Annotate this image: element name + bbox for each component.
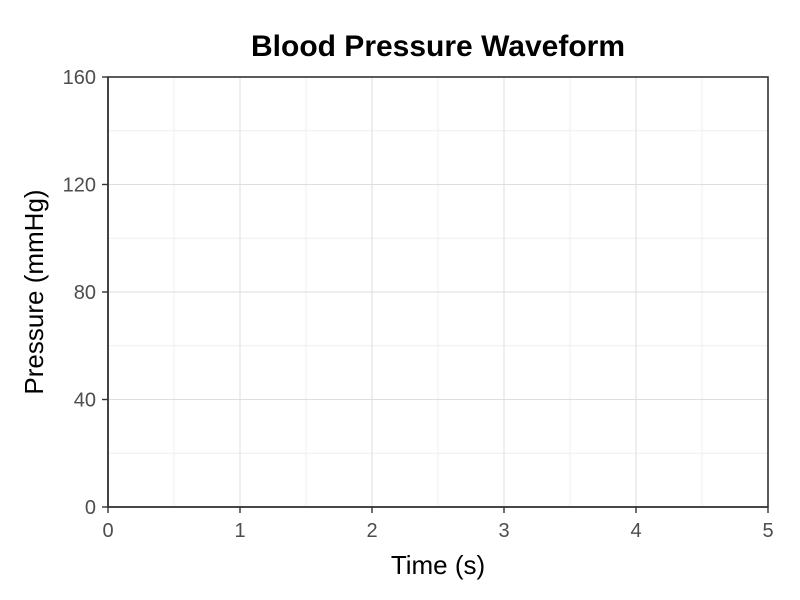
x-tick-label: 5 [762, 520, 773, 542]
y-tick-label: 120 [63, 175, 96, 197]
y-tick-label: 160 [63, 67, 96, 89]
y-tick-label: 0 [85, 497, 96, 519]
plot-panel [107, 76, 769, 508]
minor-grid [108, 77, 768, 507]
x-tick-label: 0 [102, 520, 113, 542]
y-axis-title: Pressure (mmHg) [19, 189, 49, 394]
x-tick-label: 1 [234, 520, 245, 542]
y-tick-label: 80 [74, 282, 96, 304]
x-axis-title: Time (s) [391, 550, 485, 580]
x-tick-label: 2 [366, 520, 377, 542]
y-axis: 0 40 80 120 160 [63, 67, 109, 519]
chart-title: Blood Pressure Waveform [251, 30, 625, 63]
x-tick-label: 3 [498, 520, 509, 542]
y-tick-label: 40 [74, 390, 96, 412]
x-axis: 0 1 2 3 4 5 [102, 506, 774, 542]
x-tick-label: 4 [630, 520, 641, 542]
